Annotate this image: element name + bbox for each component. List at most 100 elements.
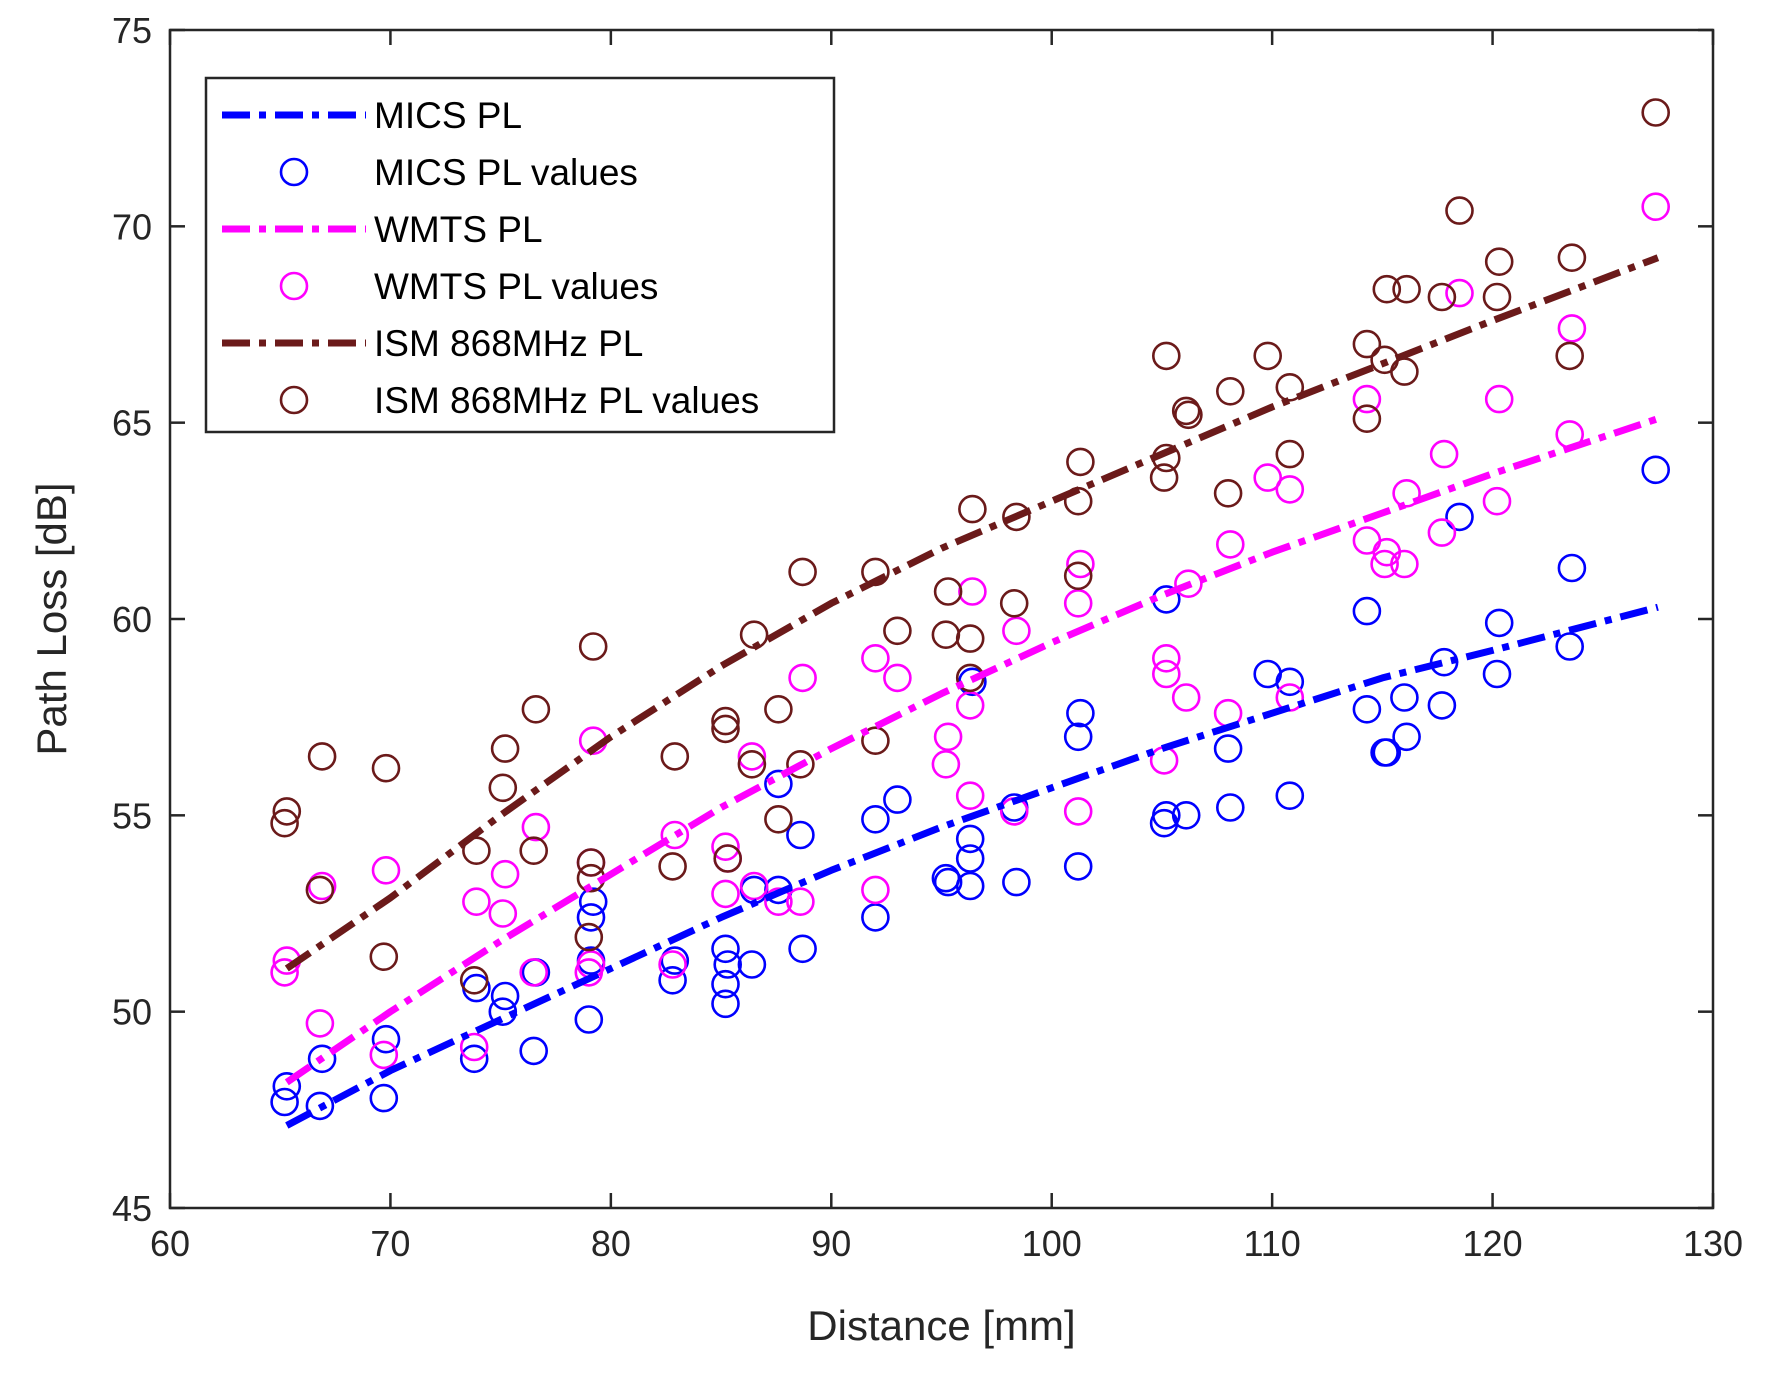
mics-pl-values-point bbox=[1352, 596, 1382, 626]
mics-pl-values-point bbox=[1484, 608, 1514, 638]
wmts-pl-values-point bbox=[1152, 659, 1181, 689]
x-tick-label: 70 bbox=[370, 1223, 410, 1264]
legend-swatch-wmts-pl-values bbox=[279, 271, 309, 301]
wmts-pl-values-point bbox=[737, 742, 767, 771]
ism-868mhz-pl-values-point bbox=[521, 694, 551, 724]
legend-label-wmts-pl-values: WMTS PL values bbox=[374, 266, 658, 307]
wmts-pl-values-point bbox=[739, 871, 769, 901]
ism-868mhz-pl-values-point bbox=[999, 588, 1029, 618]
wmts-pl-values-point bbox=[1390, 549, 1419, 579]
ism-868mhz-pl-values-point bbox=[371, 753, 401, 783]
wmts-pl-values-point bbox=[1216, 530, 1245, 559]
mics-pl-values-point bbox=[711, 989, 740, 1019]
ism-868mhz-pl-values-point bbox=[786, 749, 815, 779]
mics-pl-values-point bbox=[1063, 852, 1093, 881]
x-tick-label: 90 bbox=[811, 1223, 851, 1264]
wmts-pl-values-point bbox=[1152, 643, 1181, 673]
wmts-pl-values-point bbox=[955, 691, 985, 720]
ism-868mhz-pl-values-point bbox=[1213, 478, 1243, 508]
wmts-pl-values-markers bbox=[270, 192, 1670, 1070]
ism-868mhz-pl-values-point bbox=[658, 852, 687, 881]
legend-label-mics-pl: MICS PL bbox=[374, 95, 522, 136]
y-axis-title: Path Loss [dB] bbox=[28, 482, 75, 755]
legend-box bbox=[204, 76, 836, 434]
mics-pl-values-point bbox=[1352, 694, 1382, 724]
mics-pl-line bbox=[285, 603, 1659, 1129]
wmts-pl-values-point bbox=[1557, 314, 1587, 343]
mics-pl-values-point bbox=[1641, 455, 1670, 485]
mics-pl-values-point bbox=[574, 1005, 604, 1034]
ism-868mhz-pl-values-point bbox=[737, 749, 767, 779]
ism-868mhz-pl-values-point bbox=[933, 577, 963, 606]
wmts-pl-values-point bbox=[1641, 192, 1670, 221]
mics-pl-values-point bbox=[658, 965, 687, 995]
wmts-pl-values-point bbox=[1066, 549, 1095, 579]
ism-868mhz-pl-values-point bbox=[764, 694, 793, 724]
y-tick-label: 60 bbox=[112, 599, 152, 640]
mics-pl-values-point bbox=[764, 769, 793, 799]
wmts-pl-values-point bbox=[1352, 384, 1382, 414]
legend-swatch-mics-pl-values bbox=[279, 157, 309, 187]
mics-pl-values-point bbox=[1482, 659, 1512, 689]
mics-pl-values-point bbox=[1372, 738, 1402, 767]
x-tick-label: 110 bbox=[1243, 1223, 1300, 1264]
wmts-pl-values-point bbox=[1429, 439, 1459, 469]
wmts-pl-line bbox=[284, 415, 1660, 1086]
x-tick-label: 60 bbox=[150, 1223, 190, 1264]
mics-pl-values-point bbox=[576, 903, 606, 932]
mics-pl-values-point bbox=[737, 950, 767, 979]
wmts-pl-values-point bbox=[519, 958, 549, 987]
ism-868mhz-pl-values-point bbox=[955, 624, 985, 653]
mics-pl-values-point bbox=[1392, 722, 1421, 752]
wmts-pl-values-point bbox=[1427, 518, 1457, 547]
mics-pl-values-point bbox=[955, 871, 985, 901]
wmts-pl-values-point bbox=[658, 950, 687, 979]
ism-868mhz-pl-values-point bbox=[1149, 463, 1179, 492]
wmts-pl-values-point bbox=[459, 1032, 489, 1062]
ism-868mhz-pl-values-point bbox=[488, 773, 518, 803]
ism-868mhz-pl-values-point bbox=[1555, 341, 1584, 371]
mics-pl-values-point bbox=[1275, 667, 1305, 697]
ism-868mhz-pl-values-point bbox=[459, 965, 489, 995]
ism-868mhz-pl-values-point bbox=[1152, 341, 1181, 371]
wmts-pl-values-point bbox=[371, 855, 401, 885]
mics-pl-values-point bbox=[1275, 781, 1305, 811]
y-tick-label: 50 bbox=[112, 992, 152, 1033]
wmts-pl-values-point bbox=[711, 832, 740, 862]
ism-868mhz-pl-values-point bbox=[1171, 396, 1201, 426]
wmts-pl-values-point bbox=[861, 875, 890, 905]
ism-868mhz-pl-values-point bbox=[270, 808, 299, 838]
ism-868mhz-pl-values-point bbox=[1484, 247, 1514, 277]
wmts-pl-values-point bbox=[883, 663, 912, 693]
series-layer bbox=[270, 98, 1670, 1129]
mics-pl-values-point bbox=[1213, 734, 1243, 763]
ism-868mhz-pl-values-point bbox=[519, 836, 549, 866]
ism-868mhz-pl-values-point bbox=[1392, 274, 1421, 304]
wmts-pl-values-point bbox=[490, 859, 520, 889]
wmts-pl-values-point bbox=[1484, 384, 1514, 414]
mics-pl-values-point bbox=[711, 969, 740, 999]
wmts-pl-values-point bbox=[786, 887, 815, 917]
mics-pl-values-point bbox=[883, 785, 912, 814]
ism-868mhz-pl-values-point bbox=[1482, 282, 1512, 312]
ism-868mhz-pl-values-point bbox=[1352, 404, 1382, 434]
ism-868mhz-pl-values-point bbox=[576, 848, 606, 877]
wmts-pl-values-point bbox=[1392, 478, 1421, 508]
x-tick-label: 130 bbox=[1683, 1223, 1743, 1264]
x-tick-label: 80 bbox=[591, 1223, 631, 1264]
ism-868mhz-pl-values-point bbox=[1063, 561, 1093, 591]
wmts-pl-values-point bbox=[462, 887, 491, 917]
ism-868mhz-pl-values-point bbox=[713, 844, 743, 873]
mics-pl-values-point bbox=[1445, 502, 1474, 532]
mics-pl-values-point bbox=[713, 950, 743, 979]
mics-pl-values-point bbox=[660, 946, 690, 975]
mics-pl-values-point bbox=[272, 1072, 302, 1101]
wmts-pl-values-point bbox=[955, 781, 985, 811]
mics-pl-values-point bbox=[1066, 698, 1095, 728]
ism-868mhz-pl-values-point bbox=[574, 922, 604, 952]
wmts-pl-values-point bbox=[521, 812, 551, 842]
ism-868mhz-pl-values-point bbox=[307, 742, 337, 771]
y-tick-label: 65 bbox=[112, 403, 152, 444]
ism-868mhz-pl-values-point bbox=[1427, 282, 1457, 312]
mics-pl-values-point bbox=[270, 1087, 299, 1117]
